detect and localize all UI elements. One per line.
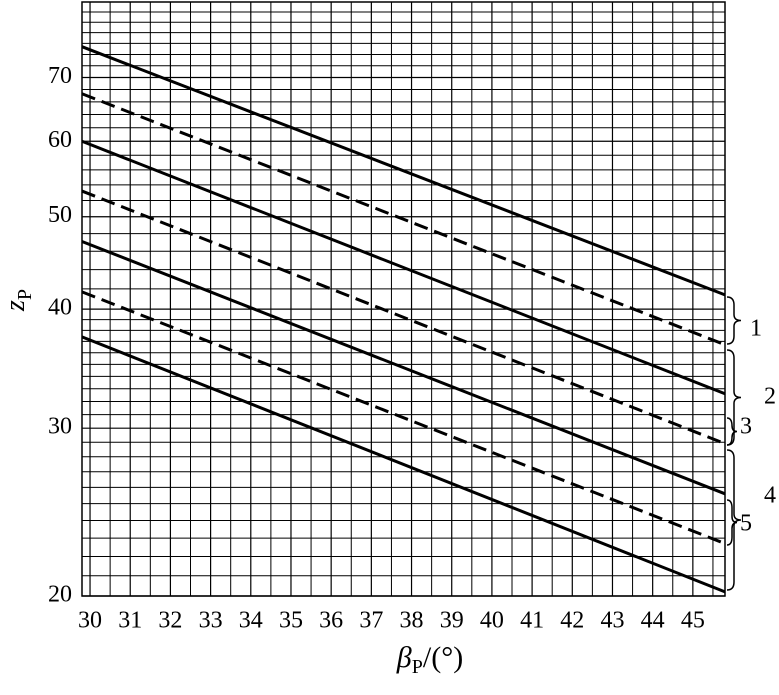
brace xyxy=(726,449,742,591)
x-tick-label: 31 xyxy=(118,608,142,634)
y-tick-label: 40 xyxy=(48,295,72,321)
x-tick-label: 40 xyxy=(480,608,504,634)
data-line xyxy=(81,139,726,396)
annotation: 5 xyxy=(740,511,752,537)
y-axis-label: zP xyxy=(0,289,35,312)
x-tick-label: 45 xyxy=(681,608,705,634)
data-line xyxy=(81,290,726,545)
annotation: 4 xyxy=(764,483,776,509)
x-tick-label: 36 xyxy=(319,608,343,634)
x-tick-label: 32 xyxy=(158,608,182,634)
x-tick-label: 37 xyxy=(359,608,383,634)
data-line xyxy=(81,92,726,347)
y-tick-label: 50 xyxy=(48,202,72,228)
plot-border xyxy=(81,1,726,597)
data-line xyxy=(81,240,726,496)
x-tick-label: 44 xyxy=(641,608,665,634)
data-line xyxy=(81,189,726,446)
x-label-symbol: β xyxy=(396,641,412,674)
x-tick-label: 34 xyxy=(239,608,263,634)
x-tick-label: 42 xyxy=(560,608,584,634)
y-label-subscript: P xyxy=(14,289,36,300)
x-tick-label: 33 xyxy=(199,608,223,634)
x-tick-label: 35 xyxy=(279,608,303,634)
brace xyxy=(726,417,738,446)
data-line xyxy=(81,335,726,594)
annotation: 1 xyxy=(750,316,762,342)
x-axis-label: βP/(°) xyxy=(396,641,463,678)
x-tick-label: 30 xyxy=(78,608,102,634)
x-label-subscript: P xyxy=(412,656,423,678)
x-tick-label: 43 xyxy=(600,608,624,634)
y-tick-label: 60 xyxy=(48,127,72,153)
brace xyxy=(726,499,738,546)
data-line xyxy=(81,45,726,297)
annotation: 2 xyxy=(764,384,776,410)
x-label-unit: /(°) xyxy=(423,641,463,674)
annotation: 3 xyxy=(740,414,752,440)
y-tick-label: 70 xyxy=(48,63,72,89)
x-tick-label: 38 xyxy=(400,608,424,634)
brace xyxy=(726,296,742,345)
x-tick-label: 39 xyxy=(440,608,464,634)
x-tick-label: 41 xyxy=(520,608,544,634)
y-label-symbol: z xyxy=(0,300,31,312)
y-tick-label: 30 xyxy=(48,414,72,440)
brace xyxy=(726,349,742,446)
y-tick-label: 20 xyxy=(48,582,72,608)
